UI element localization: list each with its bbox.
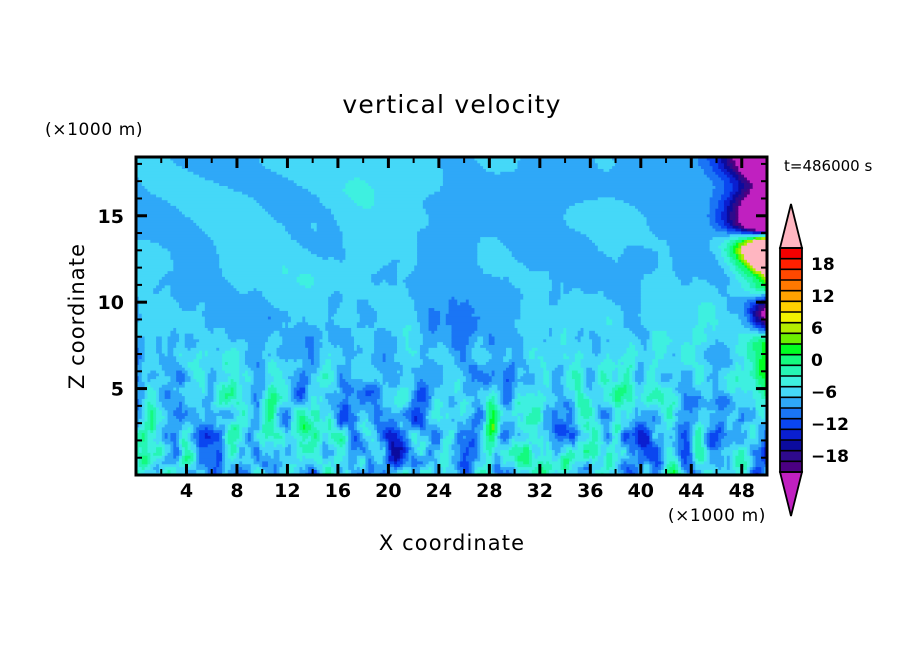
plot-frame <box>134 155 769 477</box>
colorbar-band <box>780 290 802 302</box>
x-tick-label: 4 <box>180 480 193 502</box>
colorbar-label: 12 <box>811 287 835 307</box>
contour-field <box>136 157 767 475</box>
x-tick-label: 36 <box>577 480 603 502</box>
colorbar-band <box>780 354 802 366</box>
contour-cells <box>136 157 767 475</box>
colorbar-band <box>780 418 802 430</box>
y-axis-tick-labels: 5 10 15 <box>98 206 124 401</box>
x-tick-label: 48 <box>729 480 755 502</box>
y-tick-label: 5 <box>111 379 124 401</box>
colorbar-band <box>780 386 802 398</box>
colorbar-band <box>780 450 802 462</box>
colorbar-band <box>780 376 802 388</box>
time-annotation: t=486000 s <box>784 157 872 175</box>
y-axis-title: Z coordinate <box>65 243 89 389</box>
colorbar-band <box>780 344 802 356</box>
x-axis-title: X coordinate <box>379 531 525 555</box>
colorbar-band <box>780 333 802 345</box>
y-tick-label: 10 <box>98 292 124 314</box>
colorbar-label: −18 <box>811 447 849 467</box>
x-tick-label: 12 <box>274 480 300 502</box>
colorbar-band <box>780 461 802 472</box>
colorbar-band <box>780 301 802 313</box>
y-axis-unit-label: (×1000 m) <box>45 120 143 140</box>
colorbar-band <box>780 269 802 281</box>
colorbar-label: 18 <box>811 255 835 275</box>
x-axis-tick-labels: 4 8 12 16 20 24 28 32 36 40 44 48 <box>180 480 755 502</box>
axis-ticks <box>136 157 767 475</box>
colorbar-band <box>780 312 802 324</box>
colorbar-label: −6 <box>811 383 837 403</box>
x-tick-label: 16 <box>325 480 351 502</box>
colorbar-label: 6 <box>811 319 823 339</box>
colorbar-band <box>780 322 802 334</box>
colorbar-tick-labels: 18 12 6 0 −6 −12 −18 <box>811 255 849 467</box>
x-tick-label: 8 <box>230 480 243 502</box>
x-tick-label: 44 <box>678 480 704 502</box>
colorbar-band <box>780 429 802 441</box>
colorbar-band <box>780 440 802 452</box>
page-title: vertical velocity <box>342 90 561 119</box>
x-tick-label: 20 <box>375 480 401 502</box>
colorbar-band <box>780 280 802 292</box>
x-tick-label: 24 <box>426 480 452 502</box>
colorbar-band <box>780 258 802 270</box>
colorbar-band <box>780 248 802 260</box>
colorbar-bands <box>780 248 802 472</box>
x-axis-unit-label: (×1000 m) <box>668 506 766 526</box>
colorbar: 18 12 6 0 −6 −12 −18 <box>778 203 849 517</box>
x-tick-label: 40 <box>628 480 654 502</box>
colorbar-outline <box>779 247 803 473</box>
colorbar-label: 0 <box>811 351 823 371</box>
x-tick-label: 32 <box>527 480 553 502</box>
x-tick-label: 28 <box>476 480 502 502</box>
colorbar-band <box>780 408 802 420</box>
colorbar-label: −12 <box>811 415 849 435</box>
y-tick-label: 15 <box>98 206 124 228</box>
colorbar-band <box>780 397 802 409</box>
colorbar-band <box>780 365 802 377</box>
